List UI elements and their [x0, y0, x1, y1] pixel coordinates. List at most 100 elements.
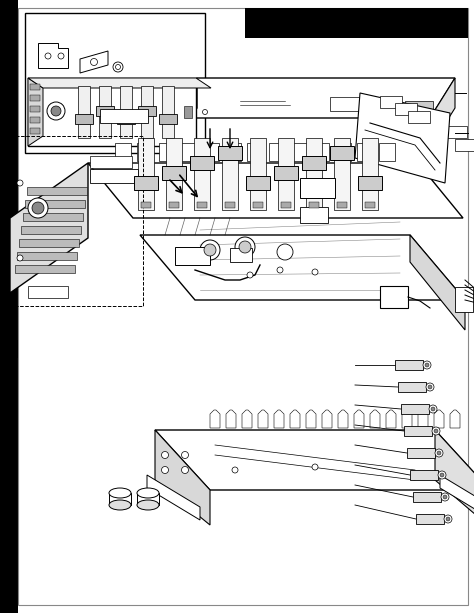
Bar [245, 8, 468, 38]
Bar [455, 139, 474, 151]
Bar [100, 109, 148, 123]
Polygon shape [28, 78, 211, 88]
Bar [218, 146, 242, 160]
Circle shape [116, 64, 120, 69]
Bar [313, 143, 329, 161]
Polygon shape [38, 43, 68, 68]
Bar [281, 202, 291, 208]
Bar [19, 239, 79, 247]
Bar [166, 138, 182, 210]
Bar [99, 86, 111, 138]
Bar [405, 101, 433, 113]
Circle shape [432, 427, 440, 435]
Polygon shape [28, 78, 43, 146]
Bar [138, 138, 154, 210]
Bar [300, 207, 328, 223]
Bar [25, 200, 85, 208]
Bar [230, 248, 252, 262]
Polygon shape [172, 78, 455, 118]
Polygon shape [172, 78, 197, 148]
Polygon shape [338, 410, 348, 428]
Circle shape [113, 62, 123, 72]
Circle shape [419, 113, 425, 118]
Bar [0, 0, 18, 613]
Circle shape [443, 495, 447, 499]
Bar [247, 143, 263, 161]
Bar [269, 143, 285, 161]
Bar [162, 86, 174, 138]
Circle shape [277, 267, 283, 273]
Circle shape [446, 517, 450, 521]
Circle shape [426, 383, 434, 391]
Circle shape [51, 106, 61, 116]
Bar [162, 166, 186, 180]
Circle shape [17, 255, 23, 261]
Ellipse shape [137, 488, 159, 498]
Polygon shape [226, 410, 236, 428]
Bar [28, 78, 196, 146]
Bar [395, 103, 417, 115]
Polygon shape [354, 410, 364, 428]
Circle shape [28, 198, 48, 218]
Circle shape [182, 452, 189, 459]
Bar [159, 143, 175, 161]
Polygon shape [434, 410, 444, 428]
Bar [25, 13, 205, 153]
Bar [115, 143, 131, 161]
Bar [21, 226, 81, 234]
Bar [380, 286, 408, 308]
Bar [274, 166, 298, 180]
Bar [134, 176, 158, 190]
Bar [395, 360, 423, 370]
Polygon shape [290, 410, 300, 428]
Bar [141, 202, 151, 208]
Circle shape [47, 102, 65, 120]
Polygon shape [418, 410, 428, 428]
Bar [455, 287, 473, 312]
Polygon shape [440, 475, 474, 520]
Bar [335, 143, 351, 161]
Bar [0, 340, 18, 358]
Bar [109, 493, 131, 505]
Ellipse shape [109, 488, 131, 498]
Polygon shape [355, 93, 450, 183]
Circle shape [162, 452, 168, 459]
Bar [413, 492, 441, 502]
Bar [190, 156, 214, 170]
Bar [222, 138, 238, 210]
Bar [28, 286, 68, 298]
Bar [398, 382, 426, 392]
Polygon shape [147, 475, 200, 520]
Polygon shape [435, 430, 474, 527]
Circle shape [437, 451, 441, 455]
Polygon shape [322, 410, 332, 428]
Circle shape [17, 180, 23, 186]
Polygon shape [155, 430, 474, 490]
Bar [75, 114, 93, 124]
Circle shape [441, 493, 449, 501]
Bar [225, 202, 235, 208]
Polygon shape [88, 163, 463, 218]
Bar [337, 202, 347, 208]
Bar [246, 176, 270, 190]
Circle shape [235, 237, 255, 257]
Bar [309, 202, 319, 208]
Circle shape [204, 244, 216, 256]
Circle shape [32, 202, 44, 214]
Polygon shape [140, 235, 465, 300]
Bar [365, 202, 375, 208]
Circle shape [45, 53, 51, 59]
Bar [380, 96, 402, 108]
Circle shape [423, 361, 431, 369]
Circle shape [58, 53, 64, 59]
Ellipse shape [137, 500, 159, 510]
Circle shape [435, 449, 443, 457]
Polygon shape [155, 430, 210, 525]
Polygon shape [210, 410, 220, 428]
Bar [30, 106, 40, 112]
Circle shape [162, 466, 168, 473]
Circle shape [91, 58, 98, 66]
Bar [96, 106, 114, 116]
Bar [30, 95, 40, 101]
Bar [435, 126, 467, 138]
